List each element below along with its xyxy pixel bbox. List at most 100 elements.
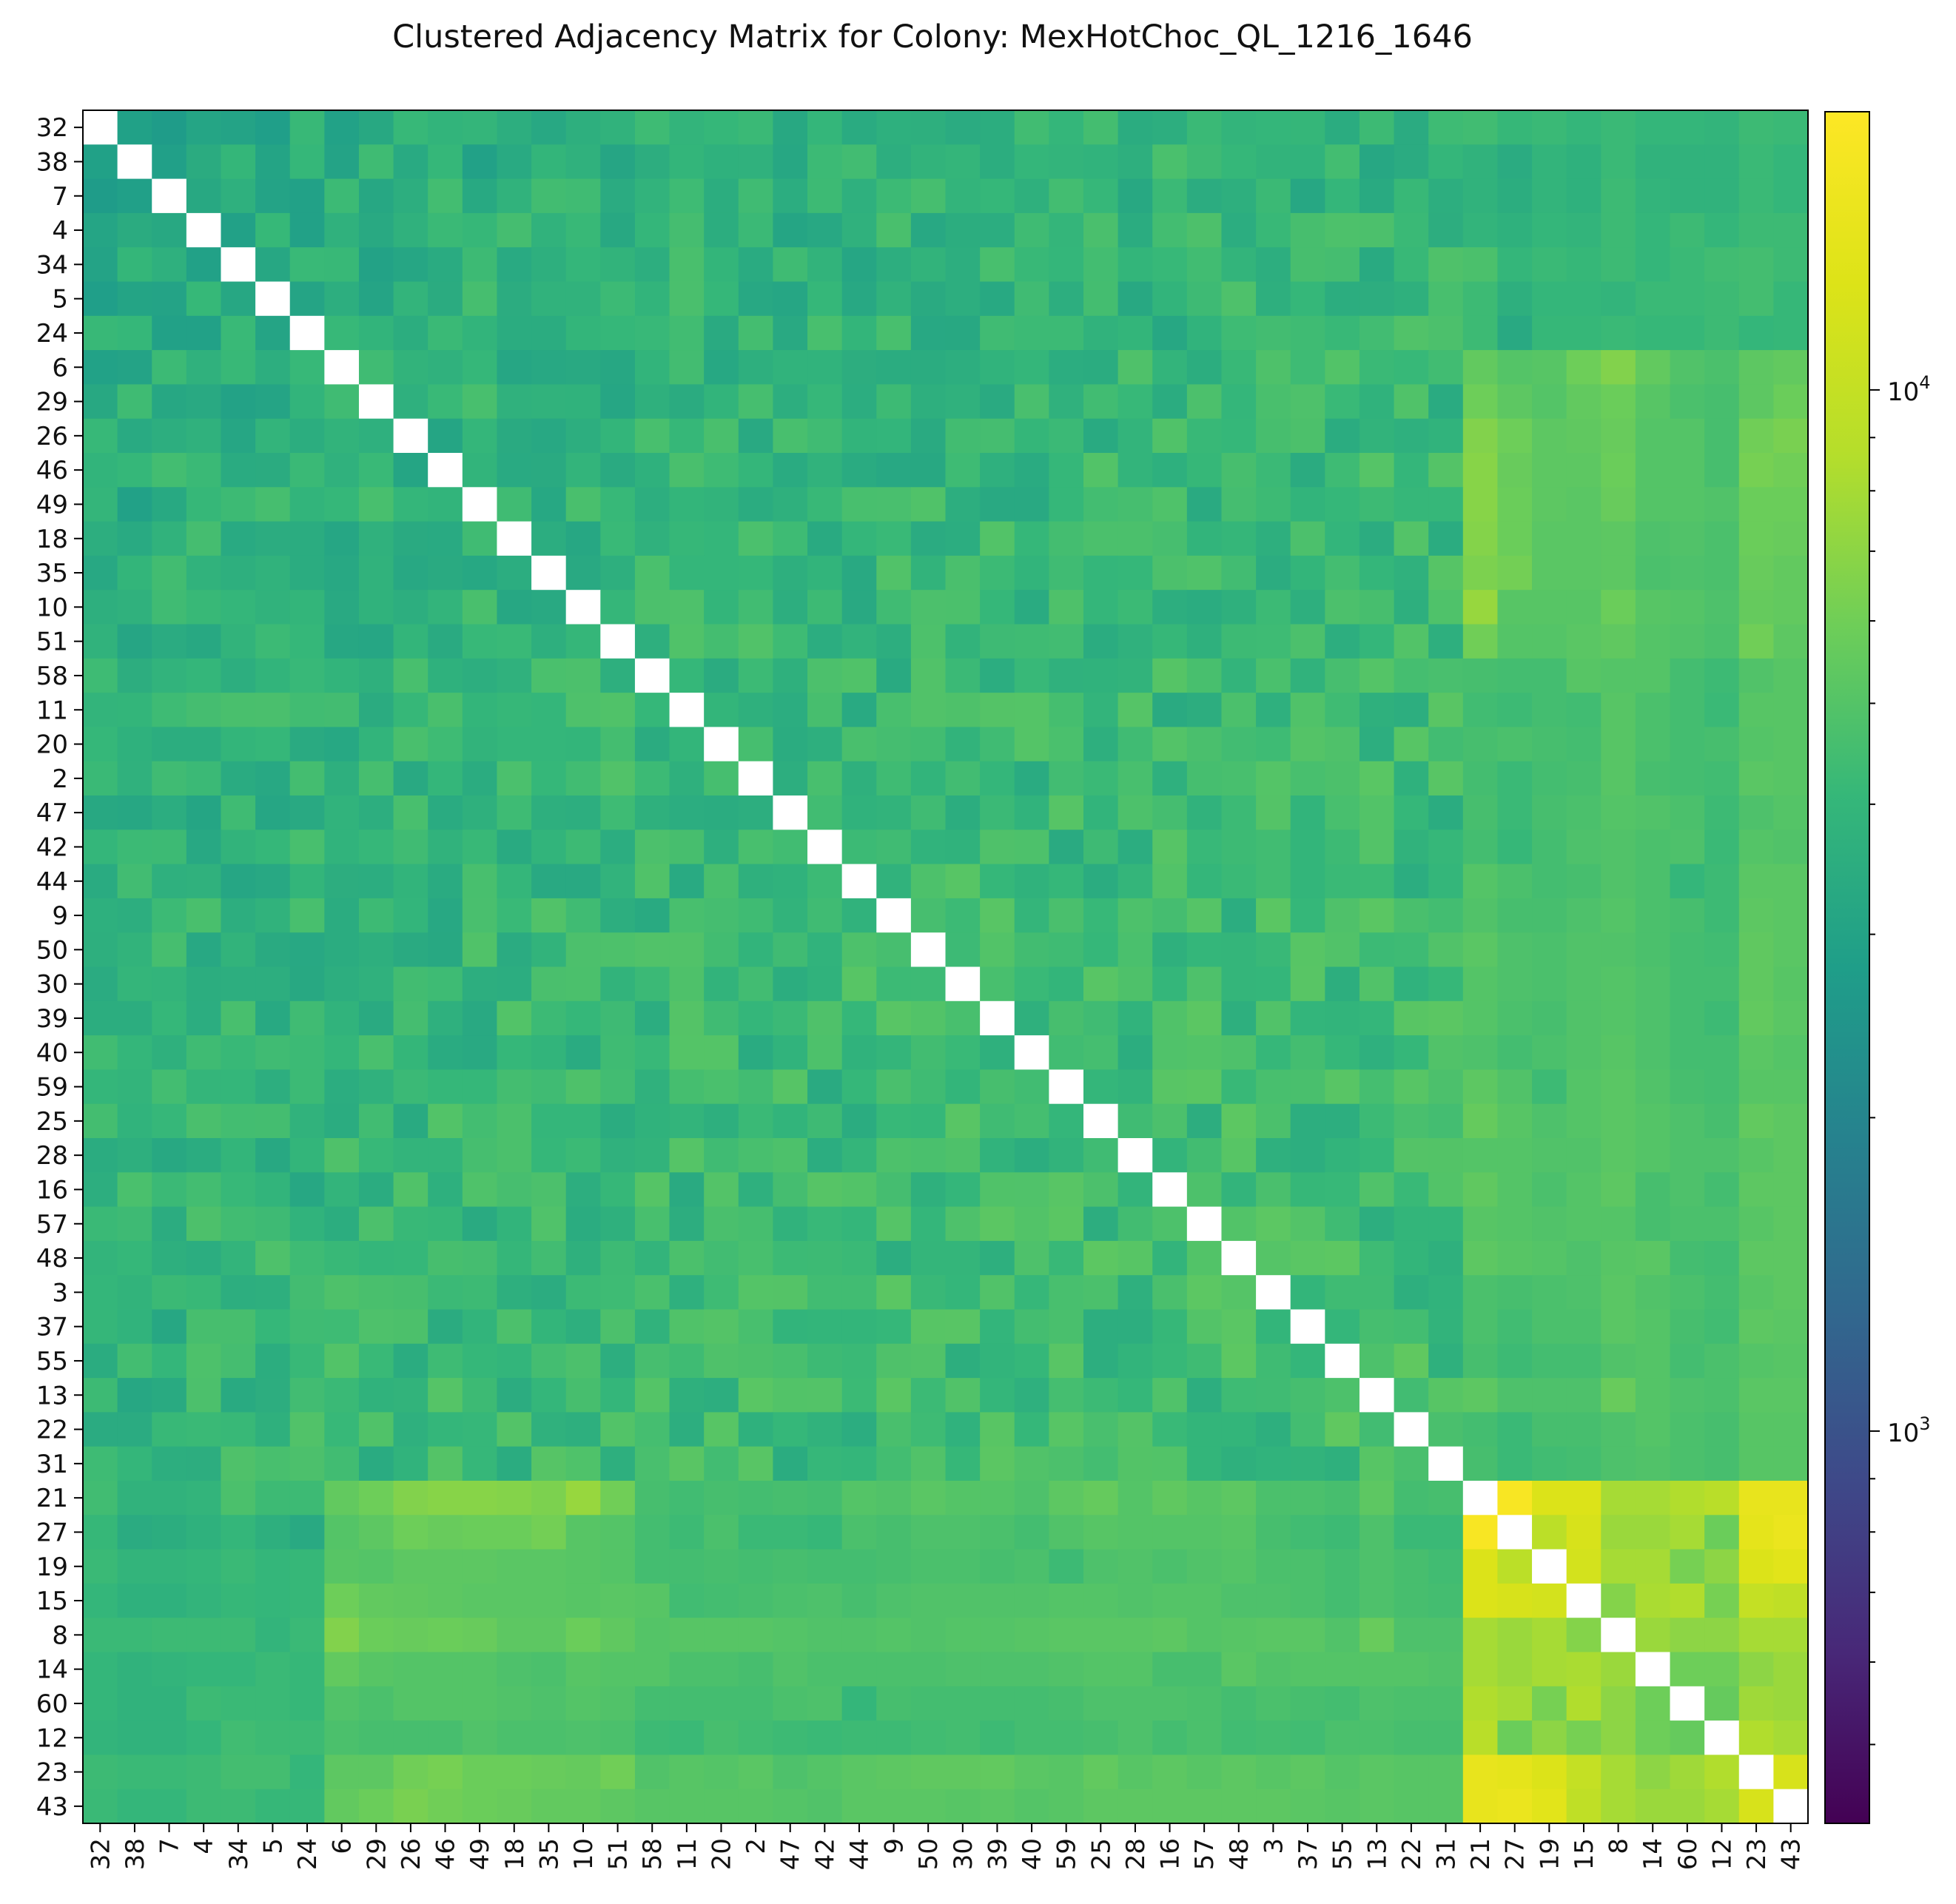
heatmap-cell [945, 1343, 981, 1379]
heatmap-cell [669, 1412, 705, 1447]
heatmap-cell [1566, 1412, 1602, 1447]
heatmap-cell [1049, 795, 1084, 830]
heatmap-cell [807, 966, 843, 1002]
heatmap-cell [945, 1206, 981, 1242]
heatmap-cell [152, 144, 187, 180]
heatmap-cell [1497, 830, 1533, 865]
heatmap-cell [1256, 555, 1291, 591]
heatmap-cell [773, 1000, 808, 1036]
heatmap-cell [1462, 864, 1499, 899]
heatmap-cell [393, 1275, 428, 1311]
heatmap-cell [1221, 453, 1257, 488]
heatmap-cell [186, 1378, 222, 1413]
heatmap-cell [1152, 1446, 1188, 1481]
heatmap-cell [1497, 1583, 1533, 1618]
heatmap-cell [876, 1103, 912, 1139]
heatmap-cell [1152, 658, 1188, 693]
heatmap-cell [1014, 1583, 1049, 1618]
heatmap-cell [1394, 1412, 1429, 1447]
heatmap-cell [1083, 555, 1119, 591]
heatmap-cell [1186, 1309, 1223, 1345]
heatmap-cell [1152, 212, 1188, 248]
heatmap-cell [393, 590, 428, 625]
heatmap-cell [841, 966, 877, 1002]
heatmap-cell [634, 1720, 671, 1755]
heatmap-cell [393, 555, 428, 591]
heatmap-cell [324, 864, 360, 899]
heatmap-cell [393, 795, 428, 830]
heatmap-cell [358, 555, 394, 591]
heatmap-cell [1359, 1446, 1395, 1481]
heatmap-cell [428, 350, 463, 385]
heatmap-cell [221, 144, 256, 180]
heatmap-cell [1601, 1446, 1636, 1481]
heatmap-cell [1566, 521, 1602, 556]
heatmap-cell [1256, 1789, 1291, 1824]
heatmap-cell [531, 350, 567, 385]
heatmap-cell [980, 1481, 1015, 1516]
heatmap-cell [1014, 1309, 1049, 1345]
heatmap-cell [1601, 315, 1636, 351]
x-tick-label: 18 [500, 1838, 530, 1870]
heatmap-cell [1221, 1000, 1257, 1036]
heatmap-cell [1186, 1652, 1223, 1687]
heatmap-cell [1462, 1789, 1499, 1824]
heatmap-cell [1256, 247, 1291, 283]
heatmap-cell [1014, 384, 1049, 420]
heatmap-cell [186, 384, 222, 420]
heatmap-cell [1186, 453, 1223, 488]
heatmap-cell [910, 1549, 947, 1584]
heatmap-cell [1428, 624, 1464, 659]
heatmap-cell [634, 144, 671, 180]
heatmap-cell [1738, 487, 1774, 522]
heatmap-cell [1359, 830, 1395, 865]
colorbar-tick-label: 103 [1887, 1413, 1931, 1448]
heatmap-cell [83, 212, 118, 248]
heatmap-cell [531, 247, 567, 283]
heatmap-cell [531, 1343, 567, 1379]
heatmap-cell [1601, 521, 1636, 556]
heatmap-cell [1083, 932, 1119, 968]
heatmap-cell [807, 144, 843, 180]
heatmap-cell [980, 384, 1015, 420]
heatmap-cell [462, 1583, 498, 1618]
heatmap-cell [980, 727, 1015, 762]
heatmap-cell [117, 624, 152, 659]
heatmap-cell [1256, 966, 1291, 1002]
heatmap-cell [841, 384, 877, 420]
heatmap-cell [117, 1103, 152, 1139]
heatmap-cell [600, 1618, 636, 1653]
heatmap-cell [1290, 727, 1325, 762]
heatmap-cell [773, 487, 808, 522]
heatmap-cell [738, 1652, 773, 1687]
heatmap-cell [83, 1000, 118, 1036]
heatmap-cell [1014, 1446, 1049, 1481]
heatmap-cell [634, 1618, 671, 1653]
heatmap-cell [497, 1000, 532, 1036]
heatmap-cell [83, 1755, 118, 1790]
heatmap-cell [841, 1549, 877, 1584]
heatmap-cell [1359, 1378, 1395, 1413]
heatmap-cell [945, 966, 981, 1002]
heatmap-cell [186, 1446, 222, 1481]
heatmap-cell [1290, 1275, 1325, 1311]
heatmap-cell [1428, 487, 1464, 522]
heatmap-cell [393, 1309, 428, 1345]
heatmap-cell [1704, 178, 1740, 214]
heatmap-cell [255, 590, 291, 625]
heatmap-cell [738, 1378, 773, 1413]
heatmap-cell [565, 1549, 601, 1584]
heatmap-cell [497, 1069, 532, 1105]
heatmap-cell [1256, 212, 1291, 248]
heatmap-cell [565, 1755, 601, 1790]
heatmap-cell [634, 1412, 671, 1447]
heatmap-cell [1601, 1172, 1636, 1208]
heatmap-cell [1428, 898, 1464, 933]
heatmap-cell [634, 1172, 671, 1208]
heatmap-cell [117, 1412, 152, 1447]
heatmap-cell [1014, 555, 1049, 591]
heatmap-cell [1359, 932, 1395, 968]
heatmap-cell [1221, 590, 1257, 625]
heatmap-cell [1497, 761, 1533, 796]
heatmap-cell [1049, 521, 1084, 556]
